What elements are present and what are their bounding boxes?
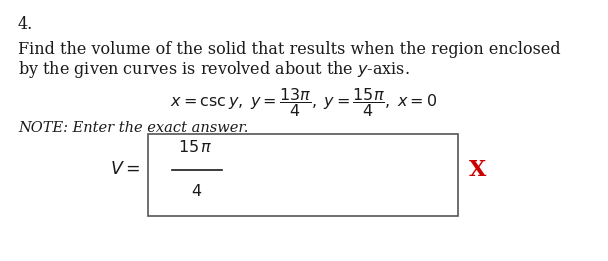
Bar — [148, 134, 458, 216]
Text: Find the volume of the solid that results when the region enclosed: Find the volume of the solid that result… — [18, 41, 561, 58]
Text: $V = $: $V = $ — [110, 162, 140, 179]
Text: by the given curves is revolved about the $y$-axis.: by the given curves is revolved about th… — [18, 59, 410, 80]
Text: 4.: 4. — [18, 16, 33, 33]
Text: NOTE: Enter the exact answer.: NOTE: Enter the exact answer. — [18, 121, 249, 135]
Text: X: X — [469, 159, 486, 181]
Text: $15\,\pi$: $15\,\pi$ — [178, 139, 213, 157]
Text: $x = \mathrm{csc}\, y, \; y = \dfrac{13\pi}{4}, \; y = \dfrac{15\pi}{4}, \; x = : $x = \mathrm{csc}\, y, \; y = \dfrac{13\… — [170, 86, 438, 119]
Text: $4$: $4$ — [192, 182, 202, 199]
